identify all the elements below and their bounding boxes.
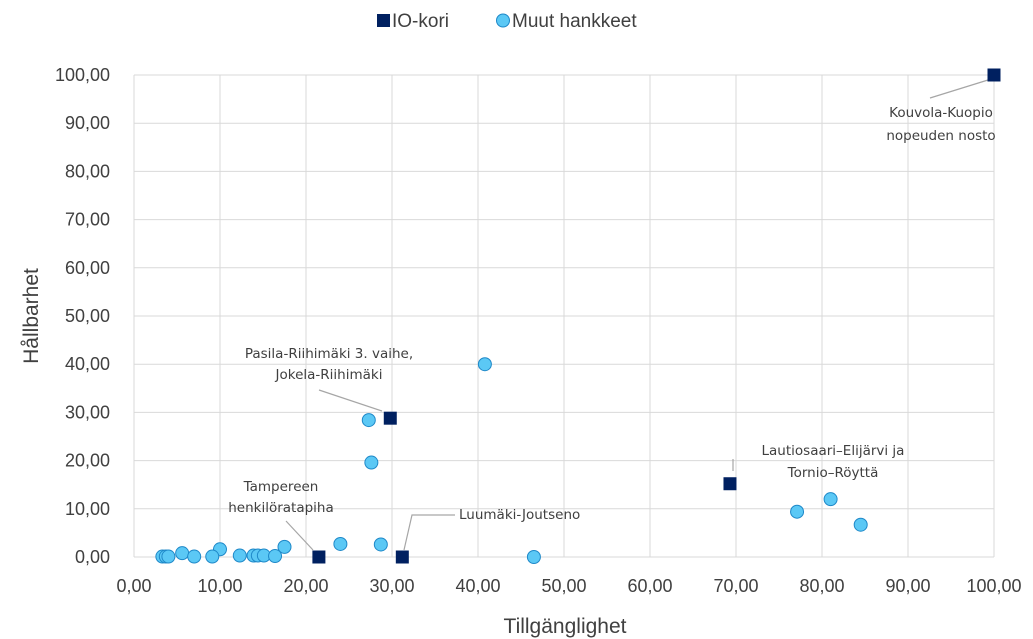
legend-swatch-muut-hankkeet bbox=[496, 13, 510, 28]
annotation-leader bbox=[929, 79, 989, 99]
annotation-label: Tornio–Röyttä bbox=[787, 465, 879, 481]
point-muut-hankkeet bbox=[526, 550, 541, 564]
point-muut-hankkeet bbox=[187, 549, 202, 564]
point-muut-hankkeet bbox=[790, 504, 805, 519]
annotation-label: Luumäki-Joutseno bbox=[459, 507, 580, 523]
annotation-leader bbox=[403, 514, 455, 551]
y-tick-label: 30,00 bbox=[65, 402, 110, 422]
point-muut-hankkeet bbox=[161, 549, 176, 564]
x-tick-label: 90,00 bbox=[885, 576, 930, 596]
x-tick-label: 100,00 bbox=[966, 576, 1021, 596]
point-muut-hankkeet bbox=[268, 549, 283, 564]
annotation-label: Pasila-Riihimäki 3. vaihe, bbox=[245, 346, 413, 362]
x-tick-label: 30,00 bbox=[369, 576, 414, 596]
point-io-kori bbox=[383, 411, 397, 425]
point-muut-hankkeet bbox=[333, 536, 348, 551]
point-muut-hankkeet bbox=[277, 539, 292, 554]
y-tick-label: 10,00 bbox=[65, 499, 110, 519]
legend-label-io-kori: IO-kori bbox=[392, 11, 449, 32]
x-tick-label: 60,00 bbox=[627, 576, 672, 596]
point-muut-hankkeet bbox=[823, 492, 838, 507]
point-muut-hankkeet bbox=[477, 357, 492, 372]
y-tick-label: 100,00 bbox=[55, 65, 110, 85]
y-tick-label: 0,00 bbox=[75, 547, 110, 567]
annotation-label: nopeuden nosto bbox=[886, 128, 995, 144]
x-tick-label: 20,00 bbox=[283, 576, 328, 596]
y-tick-label: 60,00 bbox=[65, 258, 110, 278]
series-muut-hankkeet bbox=[155, 357, 868, 564]
point-muut-hankkeet bbox=[373, 537, 388, 552]
legend-swatch-io-kori bbox=[377, 14, 390, 27]
annotation-label: henkilöratapiha bbox=[228, 500, 334, 516]
y-axis-title: Hållbarhet bbox=[20, 268, 43, 364]
y-tick-label: 40,00 bbox=[65, 354, 110, 374]
legend: IO-kori Muut hankkeet bbox=[377, 11, 637, 32]
y-tick-label: 90,00 bbox=[65, 113, 110, 133]
annotation-label: Lautiosaari–Elijärvi ja bbox=[762, 443, 905, 459]
annotation-label: Jokela-Riihimäki bbox=[275, 367, 383, 383]
y-tick-label: 70,00 bbox=[65, 210, 110, 230]
point-muut-hankkeet bbox=[175, 546, 190, 561]
annotation-leader bbox=[285, 520, 314, 551]
x-tick-label: 70,00 bbox=[713, 576, 758, 596]
point-muut-hankkeet bbox=[205, 549, 220, 564]
point-muut-hankkeet bbox=[232, 548, 247, 563]
annotations: Kouvola-Kuopio nopeuden nosto Pasila-Riihi… bbox=[228, 105, 995, 523]
x-axis-title: Tillgänglighet bbox=[504, 615, 627, 638]
point-io-kori bbox=[723, 477, 737, 491]
annotation-leaders bbox=[285, 79, 989, 551]
series-io-kori bbox=[312, 68, 1001, 564]
y-axis-ticks: 0,00 10,00 20,00 30,00 40,00 50,00 60,00 70,00 8… bbox=[55, 65, 110, 567]
x-tick-label: 40,00 bbox=[455, 576, 500, 596]
x-axis-ticks: 0,00 10,00 20,00 30,00 40,00 50,00 60,00 70,00 8… bbox=[116, 576, 1021, 596]
y-tick-label: 80,00 bbox=[65, 161, 110, 181]
point-muut-hankkeet bbox=[853, 517, 868, 532]
x-tick-label: 0,00 bbox=[116, 576, 151, 596]
annotation-label: Tampereen bbox=[243, 479, 319, 495]
point-muut-hankkeet bbox=[361, 413, 376, 428]
y-tick-label: 50,00 bbox=[65, 306, 110, 326]
annotation-label: Kouvola-Kuopio bbox=[889, 105, 993, 121]
x-tick-label: 80,00 bbox=[799, 576, 844, 596]
annotation-leader bbox=[318, 389, 383, 412]
point-io-kori bbox=[312, 550, 326, 564]
x-tick-label: 50,00 bbox=[541, 576, 586, 596]
x-tick-label: 10,00 bbox=[197, 576, 242, 596]
point-io-kori bbox=[987, 68, 1001, 82]
legend-label-muut-hankkeet: Muut hankkeet bbox=[512, 11, 637, 32]
y-tick-label: 20,00 bbox=[65, 451, 110, 471]
point-muut-hankkeet bbox=[364, 455, 379, 470]
point-io-kori bbox=[395, 550, 409, 564]
